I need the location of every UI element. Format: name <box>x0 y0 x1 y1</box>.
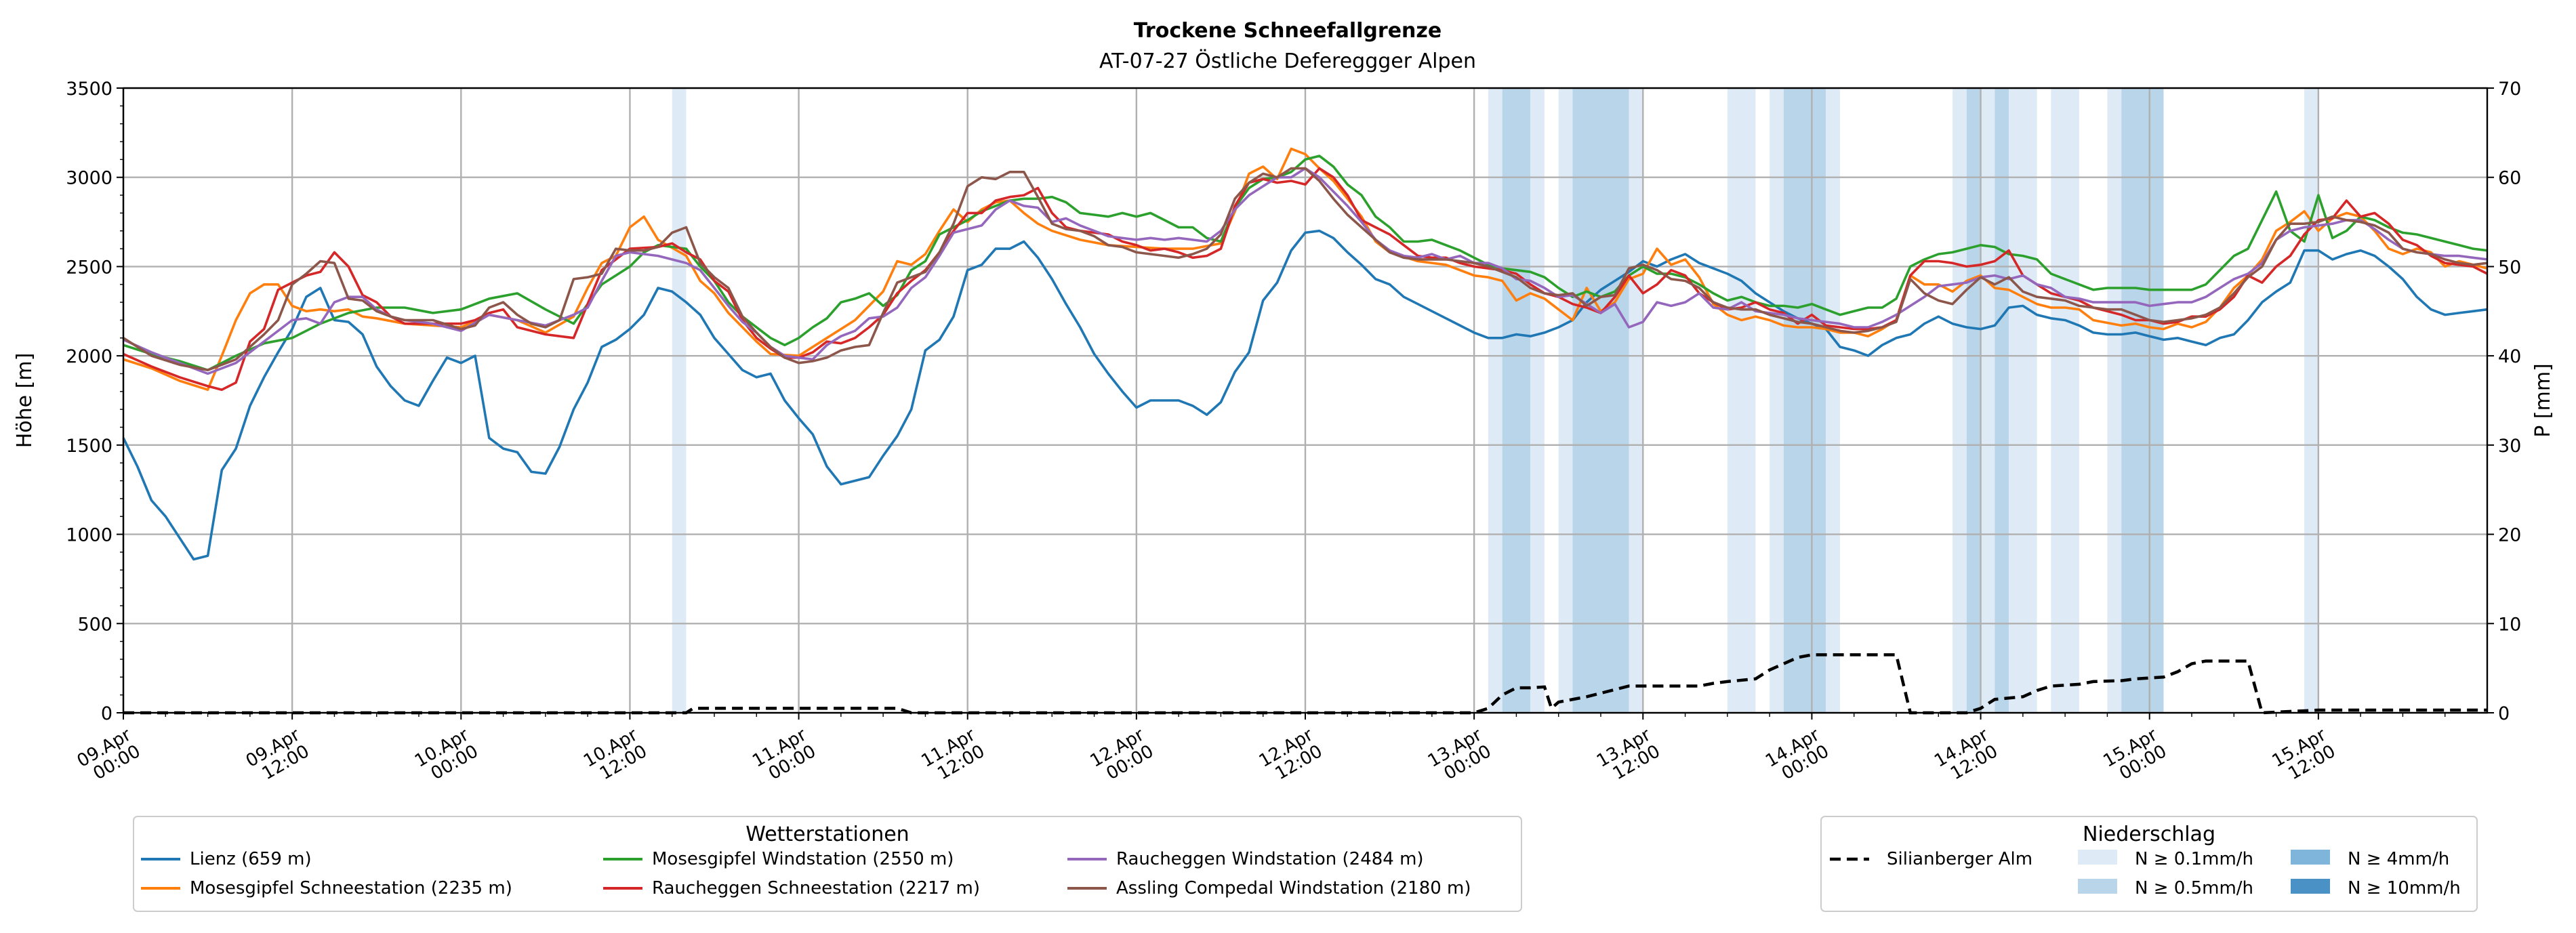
station-series <box>122 147 2488 561</box>
y-right-tick-label: 50 <box>2498 257 2521 278</box>
y-right-tick-label: 30 <box>2498 436 2521 457</box>
precip-band <box>1995 88 2009 713</box>
y-right-tick-label: 60 <box>2498 168 2521 189</box>
precip-band <box>1727 88 1756 713</box>
legend-precip-label-2: N ≥ 0.5mm/h <box>2135 878 2253 898</box>
x-tick-label: 10.Apr00:00 <box>411 725 482 789</box>
x-tick-label: 11.Apr00:00 <box>749 725 819 789</box>
precip-band <box>1980 88 1995 713</box>
y-tick-label: 2500 <box>66 257 113 278</box>
series-line-6 <box>123 167 2488 371</box>
x-tick-label: 09.Apr00:00 <box>74 725 144 789</box>
precip-band <box>2009 88 2037 713</box>
y-axis-label-right: P [mm] <box>2531 363 2555 437</box>
legend-precip-line-label: Silianberger Alm <box>1887 849 2032 869</box>
precip-band <box>1953 88 1967 713</box>
y-tick-label: 1500 <box>66 436 113 457</box>
precip-band <box>1783 88 1826 713</box>
x-tick-label: 10.Apr12:00 <box>580 725 651 789</box>
y-tick-label: 1000 <box>66 525 113 546</box>
x-tick-label: 15.Apr00:00 <box>2100 725 2170 789</box>
y-axis-label: Höhe [m] <box>13 353 37 449</box>
chart-subtitle: AT-07-27 Östliche Defereggger Alpen <box>1099 49 1476 73</box>
chart-title: Trockene Schneefallgrenze <box>1134 19 1442 43</box>
legend-precip: Niederschlag Silianberger Alm N ≥ 0.1mm/h N… <box>1820 816 2478 912</box>
legend-label-4: Raucheggen Schneestation (2217 m) <box>652 878 980 898</box>
legend-stations: Wetterstationen Lienz (659 m) Mosesgipfel … <box>133 816 1522 912</box>
precip-band <box>1770 88 1784 713</box>
y-tick-label: 3000 <box>66 168 113 189</box>
precip-band <box>1629 88 1643 713</box>
legend-label-3: Mosesgipfel Windstation (2550 m) <box>652 849 954 869</box>
precip-band <box>672 88 687 713</box>
legend-precip-swatch-4 <box>2291 879 2330 894</box>
precip-band <box>2304 88 2318 713</box>
legend-precip-title: Niederschlag <box>2083 823 2215 846</box>
precip-series <box>123 653 2487 715</box>
precip-band <box>1502 88 1531 713</box>
x-tick-label: 12.Apr00:00 <box>1087 725 1158 789</box>
precip-band <box>1488 88 1502 713</box>
y-right-tick-label: 20 <box>2498 525 2521 546</box>
x-tick-label: 13.Apr00:00 <box>1425 725 1495 789</box>
precip-band <box>2051 88 2079 713</box>
series-line-5 <box>123 167 2488 375</box>
precip-line <box>123 653 2487 715</box>
legend-label-6: Assling Compedal Windstation (2180 m) <box>1116 878 1471 898</box>
legend-stations-title: Wetterstationen <box>745 823 909 846</box>
y-tick-label: 500 <box>77 614 113 635</box>
y-tick-label: 3500 <box>66 79 113 100</box>
x-tick-label: 12.Apr12:00 <box>1256 725 1326 789</box>
precip-band <box>2121 88 2164 713</box>
legend-precip-swatch-1 <box>2078 850 2117 865</box>
x-tick-label: 14.Apr12:00 <box>1931 725 2001 789</box>
legend-precip-label-1: N ≥ 0.1mm/h <box>2135 849 2253 869</box>
precip-band <box>1826 88 1840 713</box>
y-right-tick-label: 0 <box>2498 703 2510 724</box>
legend-label-2: Mosesgipfel Schneestation (2235 m) <box>190 878 512 898</box>
legend-label-1: Lienz (659 m) <box>190 849 312 869</box>
x-tick-label: 09.Apr12:00 <box>243 725 313 789</box>
series-line-1 <box>122 229 2488 561</box>
legend-precip-label-4: N ≥ 10mm/h <box>2348 878 2461 898</box>
precip-band <box>1572 88 1629 713</box>
precip-band <box>2107 88 2122 713</box>
legend-stations-box <box>133 816 1522 912</box>
y-tick-label: 2000 <box>66 346 113 367</box>
x-tick-label: 13.Apr12:00 <box>1593 725 1664 789</box>
x-tick-label: 15.Apr12:00 <box>2269 725 2339 789</box>
y-tick-label: 0 <box>101 703 113 724</box>
precip-band <box>1966 88 1981 713</box>
y-right-tick-label: 40 <box>2498 346 2521 367</box>
precip-band <box>1558 88 1573 713</box>
legend-precip-label-3: N ≥ 4mm/h <box>2348 849 2449 869</box>
precip-band <box>1530 88 1545 713</box>
precip-bands <box>672 88 2318 713</box>
x-tick-label: 11.Apr12:00 <box>918 725 988 789</box>
legend-label-5: Raucheggen Windstation (2484 m) <box>1116 849 1424 869</box>
series-line-2 <box>123 147 2488 391</box>
y-right-tick-label: 10 <box>2498 614 2521 635</box>
x-tick-label: 14.Apr00:00 <box>1762 725 1833 789</box>
legend-precip-swatch-3 <box>2291 850 2330 865</box>
y-right-tick-label: 70 <box>2498 79 2521 100</box>
legend-precip-swatch-2 <box>2078 879 2117 894</box>
